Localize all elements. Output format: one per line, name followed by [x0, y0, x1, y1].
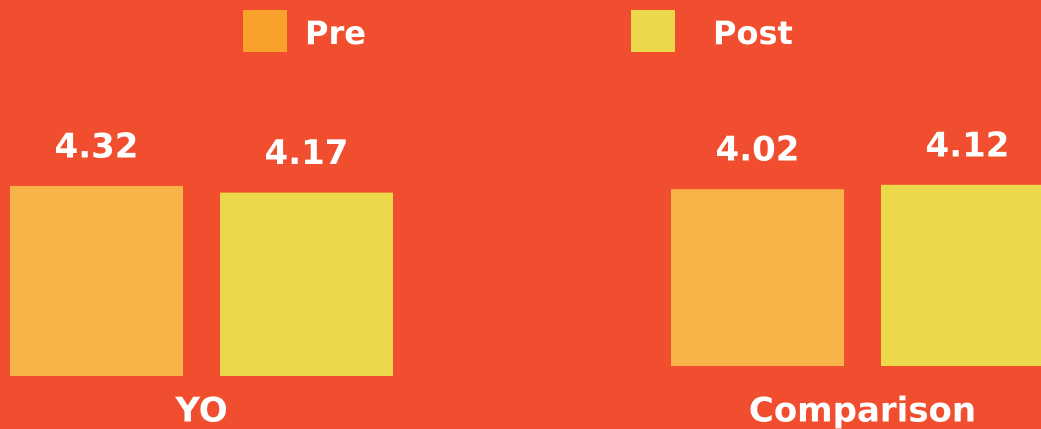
category-label: Comparison	[749, 391, 976, 429]
bar	[10, 186, 183, 376]
bar	[220, 192, 393, 376]
category-label: YO	[174, 391, 227, 429]
value-label: 4.32	[55, 127, 139, 167]
value-label: 4.12	[926, 125, 1010, 165]
bar	[671, 189, 844, 366]
legend-swatch	[243, 10, 287, 52]
legend-swatch	[631, 10, 675, 52]
value-label: 4.02	[716, 130, 800, 170]
value-label: 4.17	[265, 133, 349, 173]
legend-label: Pre	[305, 14, 366, 52]
legend-label: Post	[713, 14, 793, 52]
bar	[881, 184, 1041, 366]
